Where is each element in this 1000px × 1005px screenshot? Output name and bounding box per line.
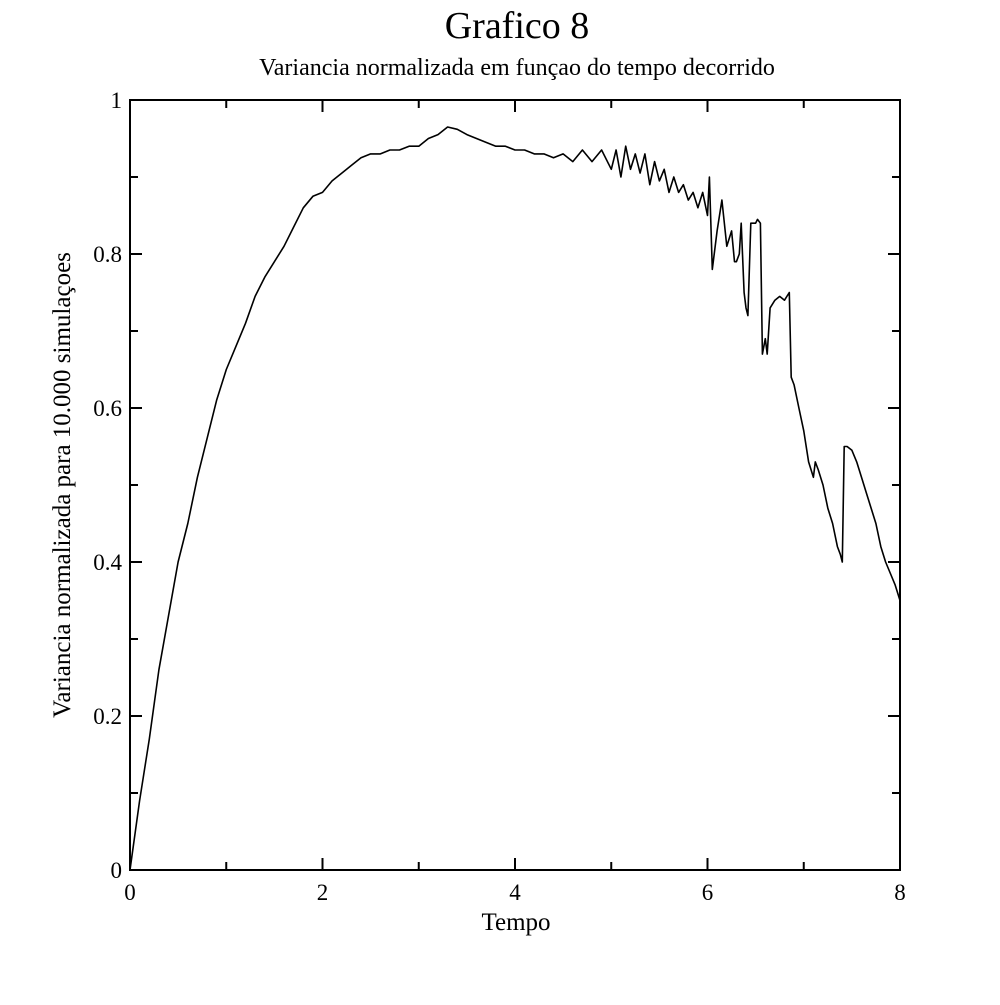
data-layer: [129, 126, 901, 871]
x-tick-label: 6: [702, 880, 714, 905]
y-tick-label: 0.6: [93, 396, 122, 421]
series-line: [129, 126, 901, 871]
y-axis-label: Variancia normalizada para 10.000 simula…: [49, 252, 76, 718]
y-tick-label: 1: [111, 88, 123, 113]
y-tick-label: 0.2: [93, 704, 122, 729]
x-tick-label: 2: [317, 880, 329, 905]
x-tick-label: 8: [894, 880, 906, 905]
chart-subtitle: Variancia normalizada em funçao do tempo…: [259, 55, 775, 81]
y-tick-label: 0: [111, 858, 123, 883]
chart-title: Grafico 8: [445, 5, 590, 47]
axis-ticks: 0 2 4 6 8 0 0.2 0.4 0.6 0.8 1: [93, 88, 906, 905]
x-axis-label: Tempo: [481, 909, 550, 936]
x-tick-label: 4: [509, 880, 521, 905]
x-tick-label: 0: [124, 880, 136, 905]
plot-frame: [129, 99, 901, 871]
y-tick-label: 0.8: [93, 242, 122, 267]
y-tick-label: 0.4: [93, 550, 122, 575]
